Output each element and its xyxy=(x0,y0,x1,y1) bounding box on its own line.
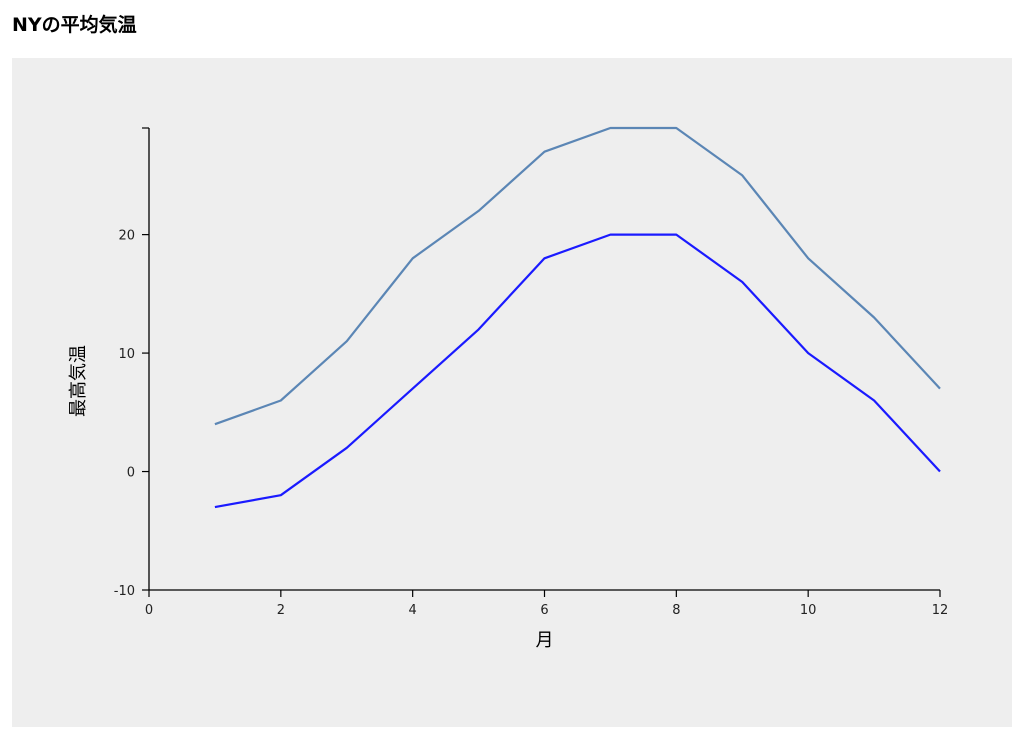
x-tick-label: 8 xyxy=(672,603,680,618)
x-tick-label: 4 xyxy=(409,603,417,618)
y-axis-title: 最高気温 xyxy=(68,345,89,417)
temperature-line-chart: -10 0 10 20 0 2 4 6 8 10 12 月 最高気温 xyxy=(68,126,949,651)
series-line-1 xyxy=(214,126,941,426)
x-tick-label: 10 xyxy=(800,603,817,618)
page-title: NYの平均気温 xyxy=(12,14,137,36)
series-line-2 xyxy=(214,233,941,509)
axis-layer xyxy=(148,128,940,591)
x-tick-label: 12 xyxy=(932,603,949,618)
x-axis-title: 月 xyxy=(536,630,554,651)
tick-layer: -10 0 10 20 0 2 4 6 8 10 12 xyxy=(114,127,949,618)
y-tick-label: 10 xyxy=(118,347,135,362)
chart-panel: -10 0 10 20 0 2 4 6 8 10 12 月 最高気温 xyxy=(12,58,1012,727)
y-tick-label: 20 xyxy=(118,229,135,244)
series-layer xyxy=(214,126,941,509)
x-tick-label: 2 xyxy=(277,603,285,618)
y-tick-label: 0 xyxy=(127,466,135,481)
x-tick-label: 0 xyxy=(145,603,153,618)
y-tick-label: -10 xyxy=(114,584,135,599)
x-tick-label: 6 xyxy=(540,603,548,618)
